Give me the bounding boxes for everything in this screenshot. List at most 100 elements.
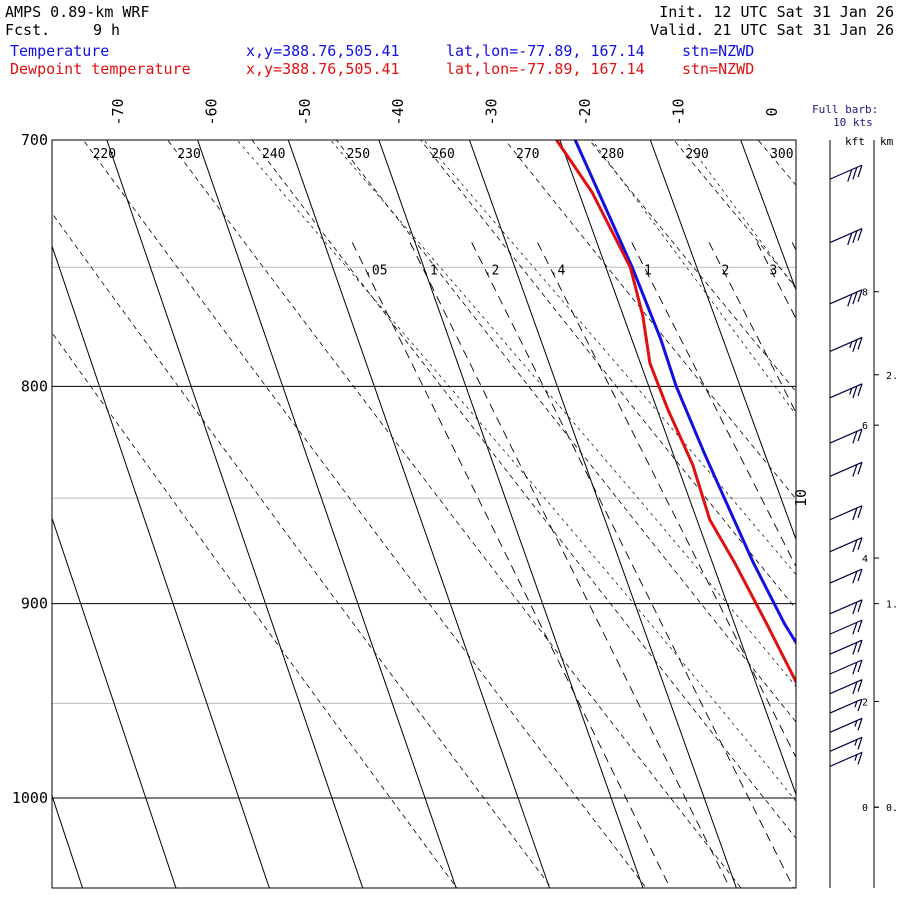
kft-tick-label: 0 xyxy=(862,803,868,814)
wind-barb xyxy=(829,679,863,695)
temperature-tick-label: -60 xyxy=(202,98,220,125)
isotherm-line xyxy=(559,140,796,796)
legend-temperature-station: stn=NZWD xyxy=(682,42,755,60)
mixing-ratio-line xyxy=(756,242,796,320)
temperature-tick-label: 0 xyxy=(763,107,781,116)
pressure-tick-label: 800 xyxy=(21,377,48,395)
mixing-ratio-line xyxy=(351,242,671,888)
dry-adiabat-line xyxy=(167,140,742,888)
wind-barb xyxy=(829,336,863,352)
isotherm-line xyxy=(106,140,364,888)
dry-adiabat-line xyxy=(588,140,796,393)
km-tick-label: 1. xyxy=(886,600,898,611)
dry-adiabat-label: 220 xyxy=(93,147,116,162)
mixing-ratio-label: .05 xyxy=(364,264,387,279)
kft-axis-label: kft xyxy=(845,135,865,148)
isotherm-line xyxy=(52,516,177,888)
mixing-ratio-line xyxy=(631,242,796,568)
wind-barb xyxy=(829,639,863,655)
pressure-tick-label: 700 xyxy=(21,131,48,149)
wind-barb xyxy=(829,505,863,521)
temperature-tick-label: -20 xyxy=(576,98,594,125)
mixing-ratio-label: .2 xyxy=(484,264,500,279)
kft-tick-label: 4 xyxy=(862,554,868,565)
isotherm-line xyxy=(649,140,796,541)
dry-adiabat-line xyxy=(420,140,796,610)
wind-barb xyxy=(829,289,863,307)
wind-barb xyxy=(829,461,863,477)
dry-adiabat-line xyxy=(504,140,796,500)
legend-temperature-latlon: lat,lon=-77.89, 167.14 xyxy=(446,42,645,60)
forecast-hour: 9 h xyxy=(93,21,121,39)
isotherm-line xyxy=(197,140,457,888)
wind-barb xyxy=(829,698,863,714)
dry-adiabat-line xyxy=(673,140,796,288)
init-time: Init. 12 UTC Sat 31 Jan 26 xyxy=(659,3,894,21)
wind-barb xyxy=(829,428,863,444)
mixing-ratio-label: 6 xyxy=(856,264,864,279)
kft-tick-label: 6 xyxy=(862,421,868,432)
dry-adiabat-line xyxy=(251,140,796,839)
valid-time: Valid. 21 UTC Sat 31 Jan 26 xyxy=(650,21,894,39)
moist-adiabat-line xyxy=(236,140,796,802)
dry-adiabat-label: 280 xyxy=(601,147,624,162)
legend-dewpoint-station: stn=NZWD xyxy=(682,60,755,78)
wind-barb xyxy=(829,717,863,733)
temperature-tick-label-right: 10 xyxy=(792,489,810,507)
isotherm-line xyxy=(287,140,551,888)
dry-adiabat-line xyxy=(52,331,458,888)
legend-dewpoint-latlon: lat,lon=-77.89, 167.14 xyxy=(446,60,645,78)
wind-barb xyxy=(829,164,863,182)
wind-barb xyxy=(829,659,863,675)
legend-temperature-coords: x,y=388.76,505.41 xyxy=(246,42,400,60)
isotherm-line xyxy=(779,0,900,888)
mixing-ratio-label: 2 xyxy=(722,264,730,279)
mixing-ratio-line xyxy=(791,242,796,251)
dry-adiabat-label: 290 xyxy=(685,147,708,162)
wind-barb xyxy=(829,537,863,553)
temperature-tick-label: -10 xyxy=(669,98,687,125)
plot-frame xyxy=(51,139,797,889)
dry-adiabat-line xyxy=(82,140,647,888)
mixing-ratio-label: 1 xyxy=(644,264,652,279)
barb-key-title: Full barb: xyxy=(812,103,878,116)
temperature-tick-label: -70 xyxy=(109,98,127,125)
wind-barb xyxy=(829,619,863,635)
wind-barb xyxy=(829,751,863,767)
temperature-tick-label: -30 xyxy=(483,98,501,125)
mixing-ratio-label: .4 xyxy=(550,264,566,279)
legend-temperature-name: Temperature xyxy=(10,42,110,60)
dry-adiabat-line xyxy=(52,212,553,888)
moist-adiabat-line xyxy=(423,140,796,576)
isotherm-line xyxy=(52,244,270,888)
temperature-profile-line xyxy=(573,140,796,646)
isotherm-line xyxy=(378,140,644,888)
dry-adiabat-label: 240 xyxy=(262,147,285,162)
wind-barb xyxy=(829,383,863,399)
kft-tick-label: 2 xyxy=(862,697,868,708)
wind-barb xyxy=(829,568,863,584)
legend-dewpoint-coords: x,y=388.76,505.41 xyxy=(246,60,400,78)
moist-adiabat-line xyxy=(330,140,796,688)
mixing-ratio-label: 3 xyxy=(770,264,778,279)
mixing-ratio-label: .1 xyxy=(422,264,438,279)
wind-barb xyxy=(829,599,863,615)
isotherm-line xyxy=(740,140,796,292)
pressure-tick-label: 900 xyxy=(21,595,48,613)
dry-adiabat-label: 230 xyxy=(177,147,200,162)
mixing-ratio-label: 4 xyxy=(805,264,813,279)
km-tick-label: 2. xyxy=(886,371,898,382)
mixing-ratio-line xyxy=(471,242,795,888)
dewpoint-profile-line xyxy=(555,140,796,685)
mixing-ratio-line xyxy=(537,242,796,759)
temperature-tick-label: -40 xyxy=(389,98,407,125)
dry-adiabat-label: 250 xyxy=(347,147,370,162)
model-title: AMPS 0.89-km WRF xyxy=(5,3,150,21)
kft-tick-label: 8 xyxy=(862,288,868,299)
legend-dewpoint-name: Dewpoint temperature xyxy=(10,60,191,78)
km-tick-label: 0. xyxy=(886,803,898,814)
dry-adiabat-label: 260 xyxy=(431,147,454,162)
forecast-label: Fcst. xyxy=(5,21,51,39)
dry-adiabat-line xyxy=(702,0,900,900)
